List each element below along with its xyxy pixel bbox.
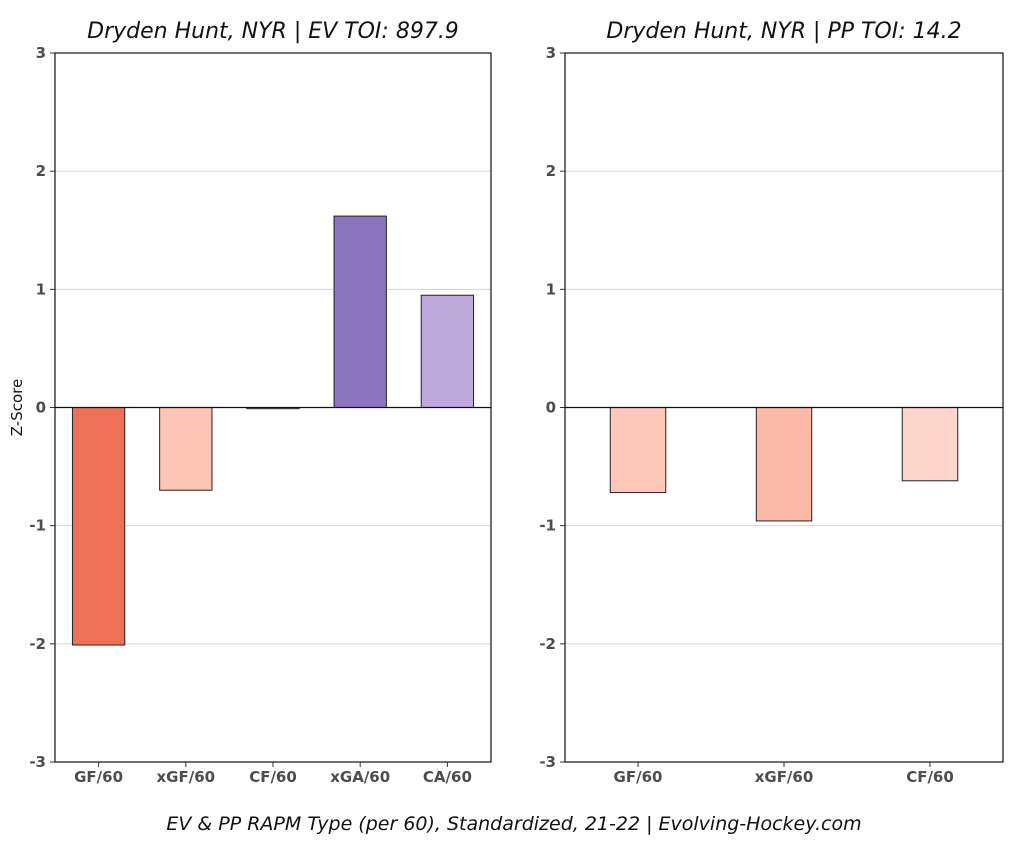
x-tick-label: CF/60 [906, 768, 954, 786]
y-tick-label: -2 [539, 635, 556, 653]
plot-frame [564, 52, 1004, 763]
y-axis-label: Z-Score [8, 379, 26, 436]
chart-caption: EV & PP RAPM Type (per 60), Standardized… [166, 813, 861, 835]
x-tick-label: GF/60 [614, 768, 663, 786]
x-tick-label: CA/60 [423, 768, 472, 786]
y-tick-label: 0 [546, 399, 556, 417]
bar-CA/60 [420, 294, 475, 408]
y-tick-label: 3 [546, 44, 556, 62]
chart-title: Dryden Hunt, NYR | EV TOI: 897.9 [87, 19, 459, 44]
bar-GF/60 [609, 407, 667, 494]
y-tick-label: -1 [29, 517, 46, 535]
chart-title: Dryden Hunt, NYR | PP TOI: 14.2 [606, 19, 961, 44]
y-tick-label: 1 [546, 280, 556, 298]
y-tick-label: 1 [36, 280, 46, 298]
bar-xGF/60 [755, 407, 813, 522]
x-tick-label: xGA/60 [330, 768, 390, 786]
panel-2: Dryden Hunt, NYR | PP TOI: 14.2 -3 -2 -1 0 1 2… [539, 19, 1004, 786]
bar-xGA/60 [333, 215, 387, 408]
y-tick-label: -1 [539, 517, 556, 535]
y-tick-label: -3 [29, 753, 46, 771]
x-tick-label: xGF/60 [157, 768, 216, 786]
bar-xGF/60 [159, 407, 213, 491]
bar-GF/60 [71, 407, 126, 646]
y-tick-label: 2 [546, 162, 556, 180]
bar-CF/60 [901, 407, 959, 482]
y-tick-label: -3 [539, 753, 556, 771]
y-tick-label: 2 [36, 162, 46, 180]
y-tick-label: -2 [29, 635, 46, 653]
x-tick-label: GF/60 [74, 768, 123, 786]
x-tick-label: xGF/60 [755, 768, 814, 786]
x-tick-label: CF/60 [249, 768, 297, 786]
y-tick-label: 0 [36, 399, 46, 417]
y-tick-label: 3 [36, 44, 46, 62]
plot-frame [54, 52, 492, 763]
panel-1: Dryden Hunt, NYR | EV TOI: 897.9 -3 -2 -1 0 1… [8, 19, 492, 786]
